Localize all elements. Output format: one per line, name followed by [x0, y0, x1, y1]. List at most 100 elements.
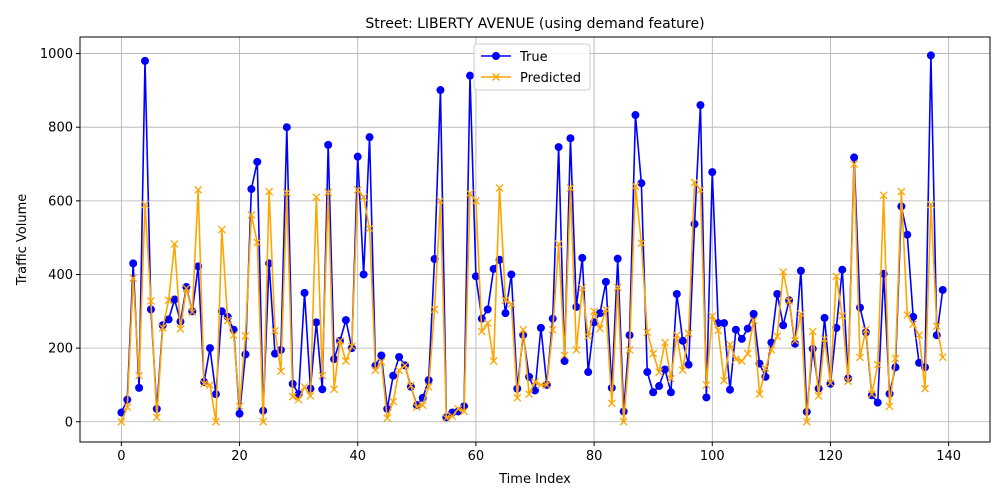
point-predicted: [223, 316, 232, 325]
point-predicted: [779, 267, 788, 276]
point-predicted: [643, 328, 652, 337]
point-predicted: [406, 381, 415, 390]
point-predicted: [507, 299, 516, 308]
point-true: [300, 288, 309, 297]
y-tick-label: 600: [48, 194, 73, 209]
point-predicted: [211, 417, 220, 426]
point-true: [672, 289, 681, 298]
point-predicted: [850, 160, 859, 168]
point-predicted: [466, 189, 474, 198]
point-true: [247, 185, 256, 194]
point-predicted: [926, 200, 935, 209]
point-predicted: [253, 238, 262, 247]
point-predicted: [661, 338, 669, 347]
point-predicted: [909, 320, 918, 329]
point-predicted: [737, 357, 746, 365]
point-true: [566, 134, 575, 143]
x-tick-label: 40: [349, 449, 366, 464]
point-true: [743, 324, 752, 333]
legend-marker-true: [492, 52, 500, 60]
point-predicted: [613, 283, 622, 292]
point-true: [791, 339, 799, 348]
point-true: [271, 349, 279, 358]
point-true: [135, 383, 144, 392]
point-predicted: [808, 327, 817, 336]
point-true: [436, 86, 445, 95]
point-predicted: [720, 376, 729, 385]
point-true: [471, 272, 480, 281]
point-true: [141, 56, 149, 65]
point-predicted: [513, 393, 522, 402]
x-tick-label: 20: [231, 449, 248, 464]
point-predicted: [566, 183, 575, 192]
point-predicted: [702, 380, 711, 389]
point-predicted: [649, 349, 658, 358]
point-predicted: [164, 296, 173, 305]
point-predicted: [282, 188, 291, 197]
point-true: [749, 309, 758, 318]
point-predicted: [188, 308, 197, 316]
point-true: [873, 398, 882, 407]
point-predicted: [856, 353, 864, 362]
point-predicted: [146, 297, 155, 305]
point-true: [708, 168, 717, 177]
point-predicted: [802, 417, 811, 426]
point-predicted: [838, 311, 847, 320]
point-predicted: [448, 412, 457, 421]
point-true: [359, 270, 368, 279]
y-tick-label: 400: [48, 268, 73, 283]
point-predicted: [483, 319, 492, 328]
point-true: [666, 388, 675, 397]
point-predicted: [690, 178, 699, 187]
point-true: [731, 325, 740, 334]
point-predicted: [300, 382, 309, 391]
point-predicted: [921, 384, 929, 393]
point-predicted: [542, 380, 551, 389]
point-true: [838, 265, 847, 274]
y-tick-label: 1000: [40, 47, 73, 62]
point-predicted: [572, 345, 581, 354]
x-tick-label: 80: [586, 449, 603, 464]
x-axis-ticks: 0 20 40 60 80 100 120 140: [117, 442, 961, 464]
point-true: [601, 277, 610, 286]
point-true: [318, 385, 327, 394]
point-predicted: [259, 417, 268, 426]
point-predicted: [873, 360, 882, 369]
point-predicted: [117, 417, 126, 426]
point-true: [560, 357, 569, 365]
point-predicted: [247, 210, 256, 219]
point-predicted: [755, 390, 764, 399]
point-predicted: [897, 187, 906, 196]
point-true: [531, 386, 539, 395]
y-tick-label: 200: [48, 342, 73, 357]
point-predicted: [454, 404, 463, 413]
point-true: [903, 230, 912, 239]
point-true: [720, 319, 729, 328]
point-true: [684, 360, 693, 369]
point-predicted: [194, 185, 203, 194]
point-predicted: [436, 196, 445, 205]
point-predicted: [418, 401, 427, 410]
point-true: [365, 133, 374, 142]
point-predicted: [867, 390, 876, 399]
series-line-true: [120, 54, 944, 419]
point-predicted: [460, 407, 469, 416]
point-predicted: [826, 379, 835, 388]
point-predicted: [265, 187, 274, 196]
point-true: [578, 253, 587, 262]
point-true: [655, 382, 664, 391]
y-axis-ticks: 0 200 400 600 800 1000: [40, 47, 80, 430]
point-true: [466, 71, 474, 80]
point-true: [696, 101, 705, 110]
point-predicted: [235, 402, 244, 411]
point-predicted: [536, 380, 545, 389]
point-predicted: [938, 353, 947, 362]
legend-entry-true: True: [481, 50, 548, 65]
point-true: [867, 391, 876, 400]
point-true: [726, 385, 734, 394]
point-predicted: [341, 357, 350, 365]
point-true: [572, 302, 581, 311]
series-line-predicted: [120, 163, 944, 423]
point-predicted: [324, 188, 333, 197]
